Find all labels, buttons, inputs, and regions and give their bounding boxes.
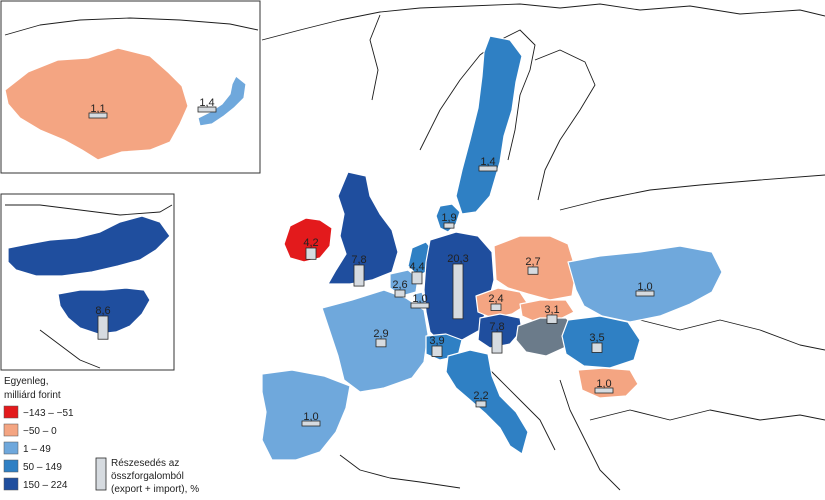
- legend-class-2-label: −50 – 0: [23, 426, 57, 437]
- region-italy: [445, 349, 529, 455]
- share-bar-italy: [475, 400, 487, 408]
- legend-title-line-2: milliárd forint: [4, 390, 61, 401]
- share-bar-austria: [491, 331, 503, 354]
- legend-class-3-label: 1 – 49: [23, 444, 51, 455]
- share-bar-sweden: [478, 165, 498, 172]
- label-poland: 2,7: [525, 256, 540, 268]
- legend-swatch-class-4: [3, 459, 19, 473]
- region-usa: [57, 287, 151, 335]
- label-sweden: 1,4: [480, 156, 495, 168]
- share-bar-usa: [97, 315, 109, 340]
- label-luxembourg: 1,0: [412, 293, 427, 305]
- label-france: 2,9: [373, 328, 388, 340]
- legend-share-line-3: (export + import), %: [111, 484, 199, 495]
- country-layer: [4, 35, 723, 461]
- label-denmark: 1,9: [441, 212, 456, 224]
- region-slovakia: [519, 299, 575, 323]
- region-spain: [261, 369, 351, 461]
- share-bar-france: [375, 338, 387, 348]
- region-label-layer: 1,1 1,4 8,6 1,4 1,9 4,2 7,8 4,4 2,6 1,0 …: [90, 97, 652, 423]
- region-czechia: [475, 287, 529, 319]
- legend-swatch-class-5: [3, 477, 19, 491]
- label-spain: 1,0: [303, 411, 318, 423]
- legend-swatch-class-1: [3, 405, 19, 419]
- label-china: 1,1: [90, 103, 105, 115]
- share-bar-spain: [301, 420, 321, 427]
- share-bar-ireland: [305, 247, 317, 260]
- region-belgium: [389, 269, 419, 297]
- label-belgium: 2,6: [392, 279, 407, 291]
- share-bar-bulgaria: [594, 387, 614, 394]
- label-bulgaria: 1,0: [596, 378, 611, 390]
- share-bar-germany: [452, 263, 464, 320]
- legend-swatch-class-3: [3, 441, 19, 455]
- label-netherlands: 4,4: [409, 261, 424, 273]
- region-china: [4, 47, 189, 161]
- label-ireland: 4,2: [303, 237, 318, 249]
- share-bar-japan: [197, 106, 217, 113]
- share-bar-china: [88, 112, 108, 119]
- label-czechia: 2,4: [488, 293, 503, 305]
- share-bar-romania: [591, 342, 603, 353]
- share-bar-layer: [88, 106, 655, 427]
- label-romania: 3,5: [589, 332, 604, 344]
- share-bar-netherlands: [411, 271, 423, 285]
- label-slovakia: 3,1: [544, 304, 559, 316]
- share-bar-uk: [353, 264, 365, 287]
- region-france: [321, 289, 429, 393]
- label-italy: 2,2: [473, 390, 488, 402]
- legend-share-line-2: összforgalomból: [111, 471, 184, 482]
- share-bar-poland: [527, 266, 539, 275]
- label-austria: 7,8: [489, 321, 504, 333]
- label-usa: 8,6: [95, 305, 110, 317]
- share-bar-belgium: [394, 289, 406, 298]
- region-romania: [561, 315, 641, 369]
- label-uk: 7,8: [351, 254, 366, 266]
- region-bulgaria: [577, 367, 639, 399]
- region-sweden: [455, 35, 523, 215]
- share-bar-switzerland: [431, 345, 443, 357]
- legend-share-line-1: Részesedés az: [111, 458, 179, 469]
- label-japan: 1,4: [199, 97, 214, 109]
- share-bar-luxembourg: [410, 302, 430, 309]
- label-germany: 20,3: [447, 253, 468, 265]
- region-ireland: [283, 217, 333, 263]
- legend-class-1-label: −143 – −51: [23, 408, 74, 419]
- region-ukraine: [567, 245, 723, 323]
- legend-class-5-label: 150 – 224: [23, 480, 68, 491]
- label-switzerland: 3,9: [429, 335, 444, 347]
- legend-share-bar: [95, 457, 107, 491]
- legend-swatch-class-2: [3, 423, 19, 437]
- region-canada: [7, 215, 171, 277]
- legend: Egyenleg, milliárd forint −143 – −51 −50…: [3, 376, 199, 495]
- legend-title-line-1: Egyenleg,: [4, 376, 48, 387]
- label-ukraine: 1,0: [637, 281, 652, 293]
- share-bar-denmark: [443, 222, 455, 229]
- share-bar-slovakia: [546, 314, 558, 324]
- share-bar-czechia: [490, 303, 502, 311]
- region-japan: [197, 75, 247, 127]
- legend-class-4-label: 50 – 149: [23, 462, 62, 473]
- share-bar-ukraine: [635, 290, 655, 297]
